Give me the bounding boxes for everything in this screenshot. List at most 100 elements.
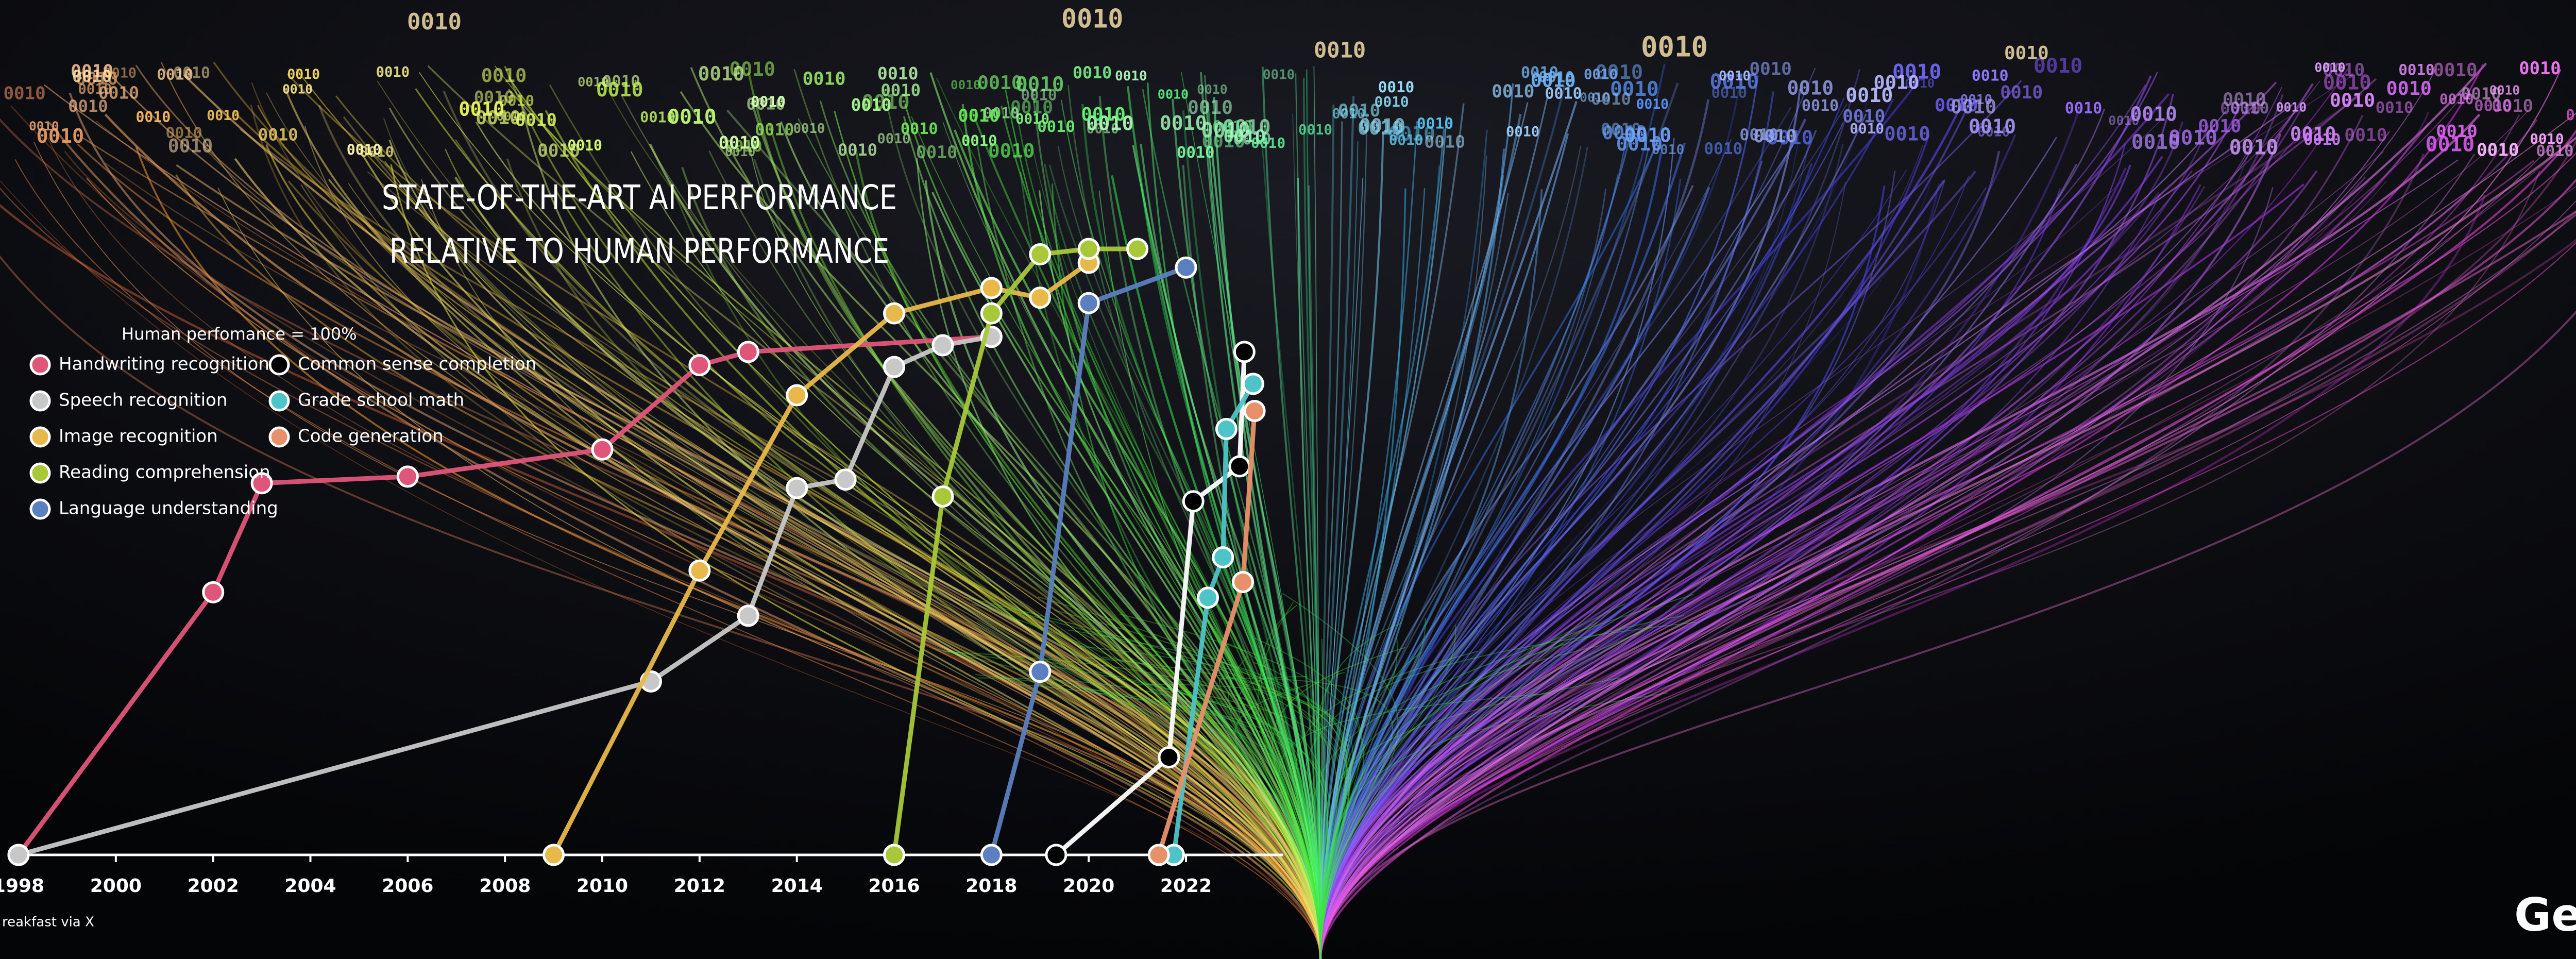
binary-label: 0010	[1610, 78, 1659, 101]
binary-label: 0010	[1188, 96, 1233, 119]
fiber	[251, 82, 1321, 959]
binary-label: 0010	[98, 83, 139, 103]
fiber	[443, 91, 1322, 959]
fiber	[1319, 69, 2562, 959]
fiber	[104, 113, 1322, 959]
fiber	[455, 139, 1321, 959]
fiber	[343, 116, 1321, 959]
fiber	[1320, 636, 1398, 959]
binary-label: 0010	[1842, 106, 1885, 127]
point	[1045, 844, 1067, 866]
point	[786, 477, 808, 499]
binary-label: 0010	[76, 69, 118, 89]
binary-label: 0010	[1358, 117, 1403, 139]
fiber	[1180, 689, 1342, 959]
chart-title: STATE-OF-THE-ART AI PERFORMANCE	[382, 178, 897, 217]
binary-label: 0010	[916, 142, 957, 162]
binary-label: 0010	[1580, 90, 1610, 105]
binary-label: 0010	[2426, 133, 2475, 157]
fiber	[1320, 145, 1924, 959]
binary-label: 0010	[725, 144, 755, 159]
binary-label: 0010	[2376, 99, 2414, 117]
legend-label: Grade school math	[298, 390, 464, 411]
binary-label: 0010	[2436, 121, 2477, 141]
fiber	[1319, 155, 1487, 959]
fiber	[1319, 167, 2127, 959]
fiber	[1319, 132, 2326, 959]
fiber	[175, 174, 1321, 959]
series-line	[989, 265, 1187, 856]
point	[737, 604, 759, 627]
fiber	[1320, 87, 2282, 959]
binary-label: 0010	[2290, 123, 2336, 145]
point	[543, 844, 565, 866]
fiber	[69, 92, 1322, 959]
binary-label: 0010	[578, 74, 609, 89]
fiber	[1149, 688, 1321, 959]
fiber	[977, 621, 1321, 959]
fiber	[1318, 672, 1345, 959]
binary-label: 0010	[287, 66, 320, 82]
fiber	[943, 651, 1328, 959]
point	[1233, 341, 1256, 363]
fiber	[1087, 651, 1321, 959]
fiber	[1319, 153, 2425, 959]
fiber	[1038, 596, 1338, 959]
binary-label: 0010	[2398, 61, 2434, 79]
legend-marker	[29, 390, 51, 412]
fiber	[726, 109, 1322, 959]
binary-label: 0010	[1298, 122, 1332, 138]
legend-marker	[268, 426, 290, 448]
binary-label: 0010	[1750, 59, 1792, 79]
binary-label: 0010	[1616, 132, 1663, 155]
binary-label: 0010	[376, 64, 410, 80]
binary-label: 0010	[2519, 58, 2561, 78]
fiber	[1319, 187, 1710, 959]
fiber	[390, 164, 1321, 959]
point	[688, 354, 711, 377]
x-tick-label: 2000	[90, 876, 142, 897]
fiber	[1319, 178, 2576, 959]
fiber	[1319, 129, 2576, 959]
binary-label: 0010	[1977, 124, 2010, 140]
binary-label: 0010	[1061, 4, 1123, 34]
binary-label: 0010	[1378, 78, 1414, 96]
binary-label: 0010	[3, 83, 45, 104]
binary-label: 0010	[476, 107, 521, 129]
fiber	[1319, 179, 1946, 959]
binary-label: 0010	[1521, 64, 1558, 82]
fiber	[1142, 89, 1321, 959]
binary-label: 0010	[880, 80, 921, 100]
fiber	[1234, 683, 1321, 959]
fiber	[1319, 137, 2576, 959]
fiber	[1320, 110, 2529, 959]
fiber	[1319, 185, 1694, 959]
fiber	[936, 77, 1321, 959]
fiber	[202, 146, 1321, 959]
fiber	[1319, 115, 1448, 959]
binary-label: 0010	[719, 132, 760, 153]
binary-label: 0010	[2530, 131, 2564, 147]
legend-label: Speech recognition	[59, 390, 227, 411]
binary-label: 0010	[1538, 68, 1574, 86]
fiber	[1319, 194, 2161, 959]
fiber	[1318, 677, 1620, 959]
fiber	[1319, 147, 1650, 959]
binary-label: 0010	[407, 9, 462, 35]
binary-label: 0010	[1087, 121, 1119, 137]
fiber	[427, 65, 1321, 959]
fiber	[1319, 106, 1969, 959]
fiber	[0, 180, 1321, 959]
fiber	[780, 121, 1321, 959]
fiber	[748, 142, 1321, 959]
binary-label: 0010	[729, 58, 775, 80]
annotation: Human perfomance = 100%	[122, 324, 357, 344]
binary-label: 0010	[496, 109, 526, 124]
binary-label: 0010	[877, 63, 919, 83]
source: reakfast via X	[2, 915, 94, 930]
binary-label: 0010	[347, 141, 382, 158]
fiber	[1319, 239, 2576, 959]
binary-label: 0010	[988, 139, 1035, 162]
point	[7, 844, 30, 866]
x-tick-label: 2004	[284, 876, 336, 897]
